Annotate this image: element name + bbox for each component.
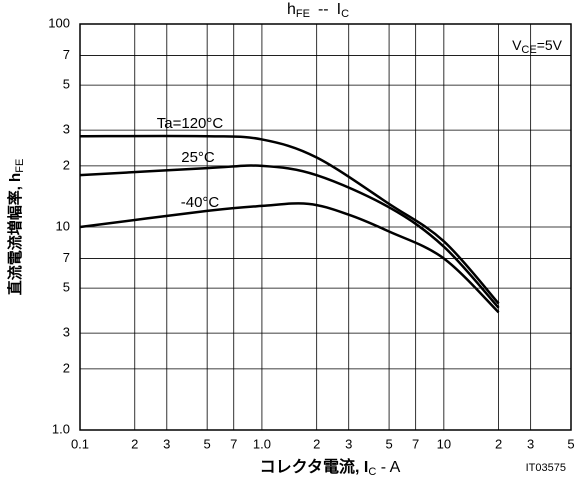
x-tick-label: 2 <box>495 436 502 451</box>
y-tick-label: 5 <box>63 77 70 92</box>
y-tick-label: 100 <box>48 15 70 30</box>
figure-id: IT03575 <box>526 462 566 474</box>
y-tick-label: 10 <box>56 218 70 233</box>
y-tick-label: 7 <box>63 47 70 62</box>
x-tick-label: 2 <box>313 436 320 451</box>
series-label: 25°C <box>181 149 215 166</box>
x-tick-label: 7 <box>230 436 237 451</box>
x-tick-label: 3 <box>527 436 534 451</box>
y-tick-label: 2 <box>63 157 70 172</box>
x-tick-label: 5 <box>567 436 574 451</box>
x-tick-label: 5 <box>204 436 211 451</box>
y-axis-label: 直流電流増幅率, hFE <box>6 159 26 296</box>
y-tick-label: 7 <box>63 250 70 265</box>
series-label: Ta=120°C <box>157 115 224 132</box>
series-label: -40°C <box>181 194 220 211</box>
x-tick-label: 3 <box>345 436 352 451</box>
chart-title: hFE -- IC <box>287 1 349 20</box>
x-tick-label: 2 <box>131 436 138 451</box>
y-tick-label: 3 <box>63 122 70 137</box>
annotation: VCE=5V <box>512 37 563 56</box>
x-axis-label: コレクタ電流, IC - A <box>260 457 401 478</box>
series-line <box>79 202 500 314</box>
y-tick-label: 5 <box>63 280 70 295</box>
x-tick-label: 7 <box>412 436 419 451</box>
y-tick-label: 3 <box>63 325 70 340</box>
x-tick-label: 10 <box>437 436 451 451</box>
x-tick-label: 0.1 <box>71 436 89 451</box>
series-line <box>79 164 500 309</box>
y-tick-label: 2 <box>63 360 70 375</box>
x-tick-label: 1.0 <box>253 436 271 451</box>
y-tick-label: 1.0 <box>52 421 70 436</box>
x-tick-label: 5 <box>385 436 392 451</box>
x-tick-label: 3 <box>163 436 170 451</box>
series-line <box>79 134 500 305</box>
